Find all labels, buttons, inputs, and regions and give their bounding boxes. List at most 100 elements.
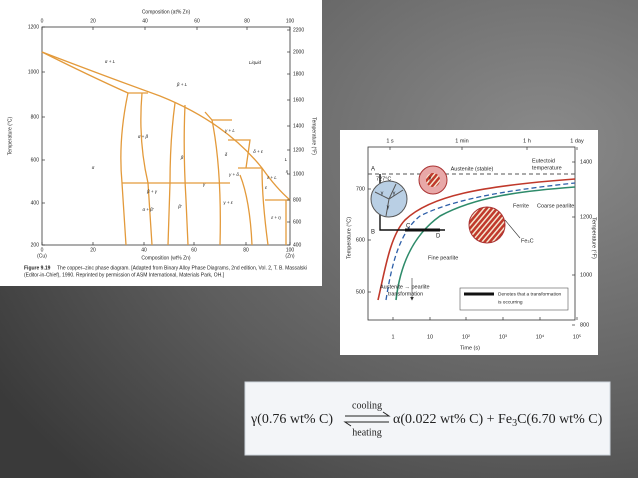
left-tick-label: 700 <box>356 186 365 192</box>
solidus <box>41 51 129 94</box>
bottom-tick-label: 10³ <box>499 334 507 340</box>
region-label: L <box>285 157 288 162</box>
bottom-tick-label: 80 <box>243 247 249 253</box>
panel-background <box>0 0 322 286</box>
beta-boundary-left <box>140 92 153 246</box>
finish-curve <box>395 186 576 301</box>
panel-background <box>244 381 611 456</box>
plot-frame <box>367 146 576 321</box>
pearlite-nodule <box>426 173 440 187</box>
top-tick-label: 1 min <box>455 138 468 144</box>
right-axis-title: Temperature (°F) <box>311 117 317 155</box>
left-tick-label: 400 <box>31 200 40 206</box>
top-tick-label: 80 <box>244 18 250 24</box>
eutectoid-label: Eutectoid <box>532 158 555 164</box>
bottom-axis-title: Composition (wt% Zn) <box>141 255 191 261</box>
region-label: α + β <box>138 134 149 139</box>
region-label: γ <box>203 182 206 187</box>
region-label: δ + ε <box>253 149 264 154</box>
coarse-pearlite-label: Coarse pearlite <box>537 203 574 209</box>
right-tick-label: 2200 <box>293 27 304 33</box>
legend-label: is occurring <box>498 299 523 305</box>
left-tick-label: 1000 <box>28 69 39 75</box>
top-tick-label: 0 <box>41 18 44 24</box>
grain-label: γ <box>393 190 396 196</box>
region-label: α + L <box>105 59 116 64</box>
right-tick-label: 600 <box>293 219 302 225</box>
gamma-boundary-left <box>183 104 189 246</box>
point-label: C <box>406 224 411 230</box>
bottom-tick-label: 20 <box>90 247 96 253</box>
bottom-tick-label: 10² <box>462 334 470 340</box>
legend-label: Denotes that a transformation <box>498 291 562 297</box>
caption-line: (Editor-in-Chief), 1990. Reprinted by pe… <box>24 272 225 278</box>
left-tick-label: 1200 <box>28 24 39 30</box>
bottom-tick-label: 40 <box>141 247 147 253</box>
panel-background <box>340 130 598 355</box>
austenite-label: Austenite (stable) <box>451 166 494 172</box>
half-curve <box>385 182 576 301</box>
caption-figure: Figure 9.19 <box>24 265 51 271</box>
fe3c-label: Fe₃C <box>521 238 534 244</box>
bottom-tick-label: 60 <box>191 247 197 253</box>
region-label: δ <box>225 152 228 157</box>
grain-label: γ <box>381 190 384 196</box>
epsilon-boundary-right <box>261 167 269 246</box>
point-label: D <box>436 234 441 240</box>
subscript: 3 <box>512 418 517 429</box>
right-tick-label: 1000 <box>580 272 592 278</box>
region-label: α <box>92 165 95 170</box>
right-tick-label: 800 <box>580 322 589 328</box>
under-arrow-label: heating <box>352 427 381 438</box>
right-tick-label: 1200 <box>293 147 304 153</box>
left-tick-label: 800 <box>31 114 40 120</box>
transformation-label: transformation <box>388 291 423 297</box>
region-label: β <box>180 155 184 160</box>
right-tick-label: 1200 <box>580 214 592 220</box>
alpha-boundary <box>120 92 129 246</box>
region-label: ε + η <box>271 215 281 220</box>
right-tick-label: 2000 <box>293 49 304 55</box>
forward-arrow <box>345 411 391 417</box>
region-label: α + β′ <box>142 207 153 212</box>
plot-frame <box>41 26 291 246</box>
bottom-tick-label: 1 <box>391 334 394 340</box>
top-tick-label: 1 day <box>570 138 584 144</box>
transformation-label: Austenite → pearlite <box>380 284 430 290</box>
left-tick-label: 600 <box>31 157 40 163</box>
grain-boundaries <box>374 183 404 217</box>
point-label: A <box>371 167 375 173</box>
region-label: γ + δ <box>229 172 239 177</box>
bottom-end-label: (Zn) <box>285 253 295 259</box>
right-tick-label: 400 <box>293 242 302 248</box>
grain-label: γ <box>429 175 432 181</box>
left-tick-label: 200 <box>31 242 40 248</box>
equation-panel: γ(0.76 wt% C) cooling heating α(0.022 wt… <box>244 381 611 456</box>
top-axis-title: Composition (at% Zn) <box>142 9 191 15</box>
eutectoid-temperature: 727°C <box>376 176 391 182</box>
region-label: γ + ε <box>223 200 233 205</box>
right-tick-label: 1600 <box>293 97 304 103</box>
equation-right: α(0.022 wt% C) + Fe3C(6.70 wt% C) <box>393 412 603 429</box>
reverse-arrow <box>343 421 389 427</box>
bottom-tick-label: 0 <box>41 247 44 253</box>
top-tick-label: 60 <box>194 18 200 24</box>
right-tick-label: 1800 <box>293 71 304 77</box>
gamma-boundary-right <box>204 111 221 246</box>
epsilon-boundary-left <box>239 174 253 246</box>
caption-line: The copper–zinc phase diagram. [Adapted … <box>57 265 307 271</box>
top-tick-label: 20 <box>90 18 96 24</box>
delta-region <box>228 139 251 169</box>
right-axis-title: Temperature (°F) <box>591 217 597 259</box>
region-label: ε + L <box>267 175 277 180</box>
bottom-tick-label: 10⁵ <box>573 333 581 340</box>
right-tick-label: 1400 <box>580 159 592 165</box>
ferrite-label: Ferrite <box>513 203 529 209</box>
over-arrow-label: cooling <box>352 400 382 411</box>
fine-pearlite-label: Fine pearlite <box>428 255 458 261</box>
equation-left: γ(0.76 wt% C) <box>250 412 333 427</box>
phase-diagram-panel <box>0 0 322 286</box>
left-axis-title: Temperature (°C) <box>7 116 13 155</box>
